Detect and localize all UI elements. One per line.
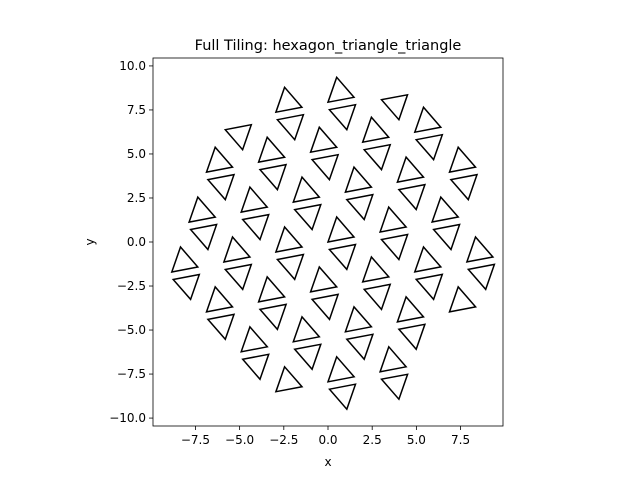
triangle-tile	[397, 323, 427, 351]
triangle-tile	[170, 245, 200, 273]
triangle-tile	[414, 133, 444, 162]
y-tick-label: −2.5	[117, 279, 146, 293]
y-tick-label: −7.5	[117, 367, 146, 381]
triangle-tile	[240, 325, 269, 353]
triangle-tile	[396, 155, 425, 184]
triangle-tile	[345, 193, 374, 221]
triangle-tile	[326, 75, 356, 104]
triangle-tile	[327, 103, 357, 132]
triangle-tile	[378, 345, 408, 373]
triangle-tile	[241, 213, 270, 241]
triangle-tile	[258, 163, 288, 192]
x-axis-ticks: −7.5 −5.0 −2.5 0.0 2.5 5.0 7.5	[181, 426, 470, 447]
y-tick-label: −5.0	[117, 323, 146, 337]
triangle-tile	[396, 295, 425, 323]
x-tick-label: 7.5	[451, 433, 470, 447]
y-tick-label: 0.0	[127, 235, 146, 249]
triangle-tile	[223, 123, 253, 152]
triangle-tile	[292, 315, 321, 343]
triangle-tile	[362, 283, 392, 311]
triangle-tile	[328, 383, 357, 411]
triangle-tile	[258, 303, 288, 331]
triangle-tile	[326, 215, 356, 243]
triangle-tile	[380, 373, 409, 401]
triangle-tile	[222, 235, 252, 263]
triangle-tile	[240, 185, 269, 214]
triangle-tile	[380, 93, 409, 122]
triangle-tile	[257, 135, 287, 164]
y-tick-label: 7.5	[127, 103, 146, 117]
x-tick-label: −5.0	[225, 433, 254, 447]
triangle-tile	[275, 253, 305, 281]
triangle-tile	[310, 153, 340, 182]
triangle-tile	[205, 285, 234, 313]
y-tick-label: 2.5	[127, 191, 146, 205]
x-tick-label: 2.5	[363, 433, 382, 447]
x-axis-label: x	[324, 455, 331, 469]
triangle-tile	[189, 223, 218, 251]
triangle-tile	[361, 115, 391, 144]
y-tick-label: 5.0	[127, 147, 146, 161]
triangle-tile	[466, 263, 496, 291]
triangle-tile	[413, 245, 443, 273]
triangle-tile	[380, 233, 409, 261]
triangle-tile	[326, 355, 356, 383]
triangle-tile	[414, 273, 444, 301]
tiling-marks	[170, 75, 496, 411]
triangle-tile	[310, 293, 340, 321]
triangle-tile	[275, 113, 305, 142]
triangle-tile	[449, 173, 479, 202]
triangle-tile	[223, 263, 253, 291]
triangle-tile	[274, 365, 304, 393]
y-axis-ticks: −10.0 −7.5 −5.0 −2.5 0.0 2.5 5.0 7.5 10.0	[109, 59, 153, 425]
x-tick-label: 0.0	[318, 433, 337, 447]
triangle-tile	[171, 273, 201, 301]
triangle-tile	[430, 195, 460, 223]
triangle-tile	[327, 243, 357, 271]
y-tick-label: −10.0	[109, 411, 146, 425]
triangle-tile	[397, 183, 427, 211]
triangle-tile	[344, 305, 373, 333]
y-axis-label: y	[83, 238, 97, 245]
triangle-tile	[465, 235, 495, 263]
triangle-tile	[293, 343, 322, 371]
triangle-tile	[257, 275, 287, 303]
triangle-tile	[448, 145, 477, 174]
x-tick-label: 5.0	[407, 433, 426, 447]
chart-title: Full Tiling: hexagon_triangle_triangle	[195, 38, 462, 54]
triangle-tile	[241, 353, 270, 381]
triangle-tile	[432, 223, 461, 251]
y-tick-label: 10.0	[119, 59, 146, 73]
x-tick-label: −7.5	[181, 433, 210, 447]
triangle-tile	[309, 125, 339, 154]
triangle-tile	[361, 255, 391, 283]
triangle-tile	[205, 145, 234, 174]
triangle-tile	[206, 173, 236, 202]
triangle-tile	[274, 85, 304, 114]
triangle-tile	[378, 205, 408, 233]
triangle-tile	[292, 175, 321, 204]
triangle-tile	[274, 225, 304, 253]
triangle-tile	[448, 285, 478, 313]
triangle-tile	[187, 195, 217, 224]
triangle-tile	[293, 203, 322, 231]
triangle-tile	[362, 143, 392, 172]
triangle-tile	[413, 105, 443, 134]
x-tick-label: −2.5	[269, 433, 298, 447]
triangle-tile	[344, 165, 373, 194]
triangle-tile	[206, 313, 236, 341]
triangle-tile	[345, 333, 375, 361]
triangle-tile	[309, 265, 339, 293]
